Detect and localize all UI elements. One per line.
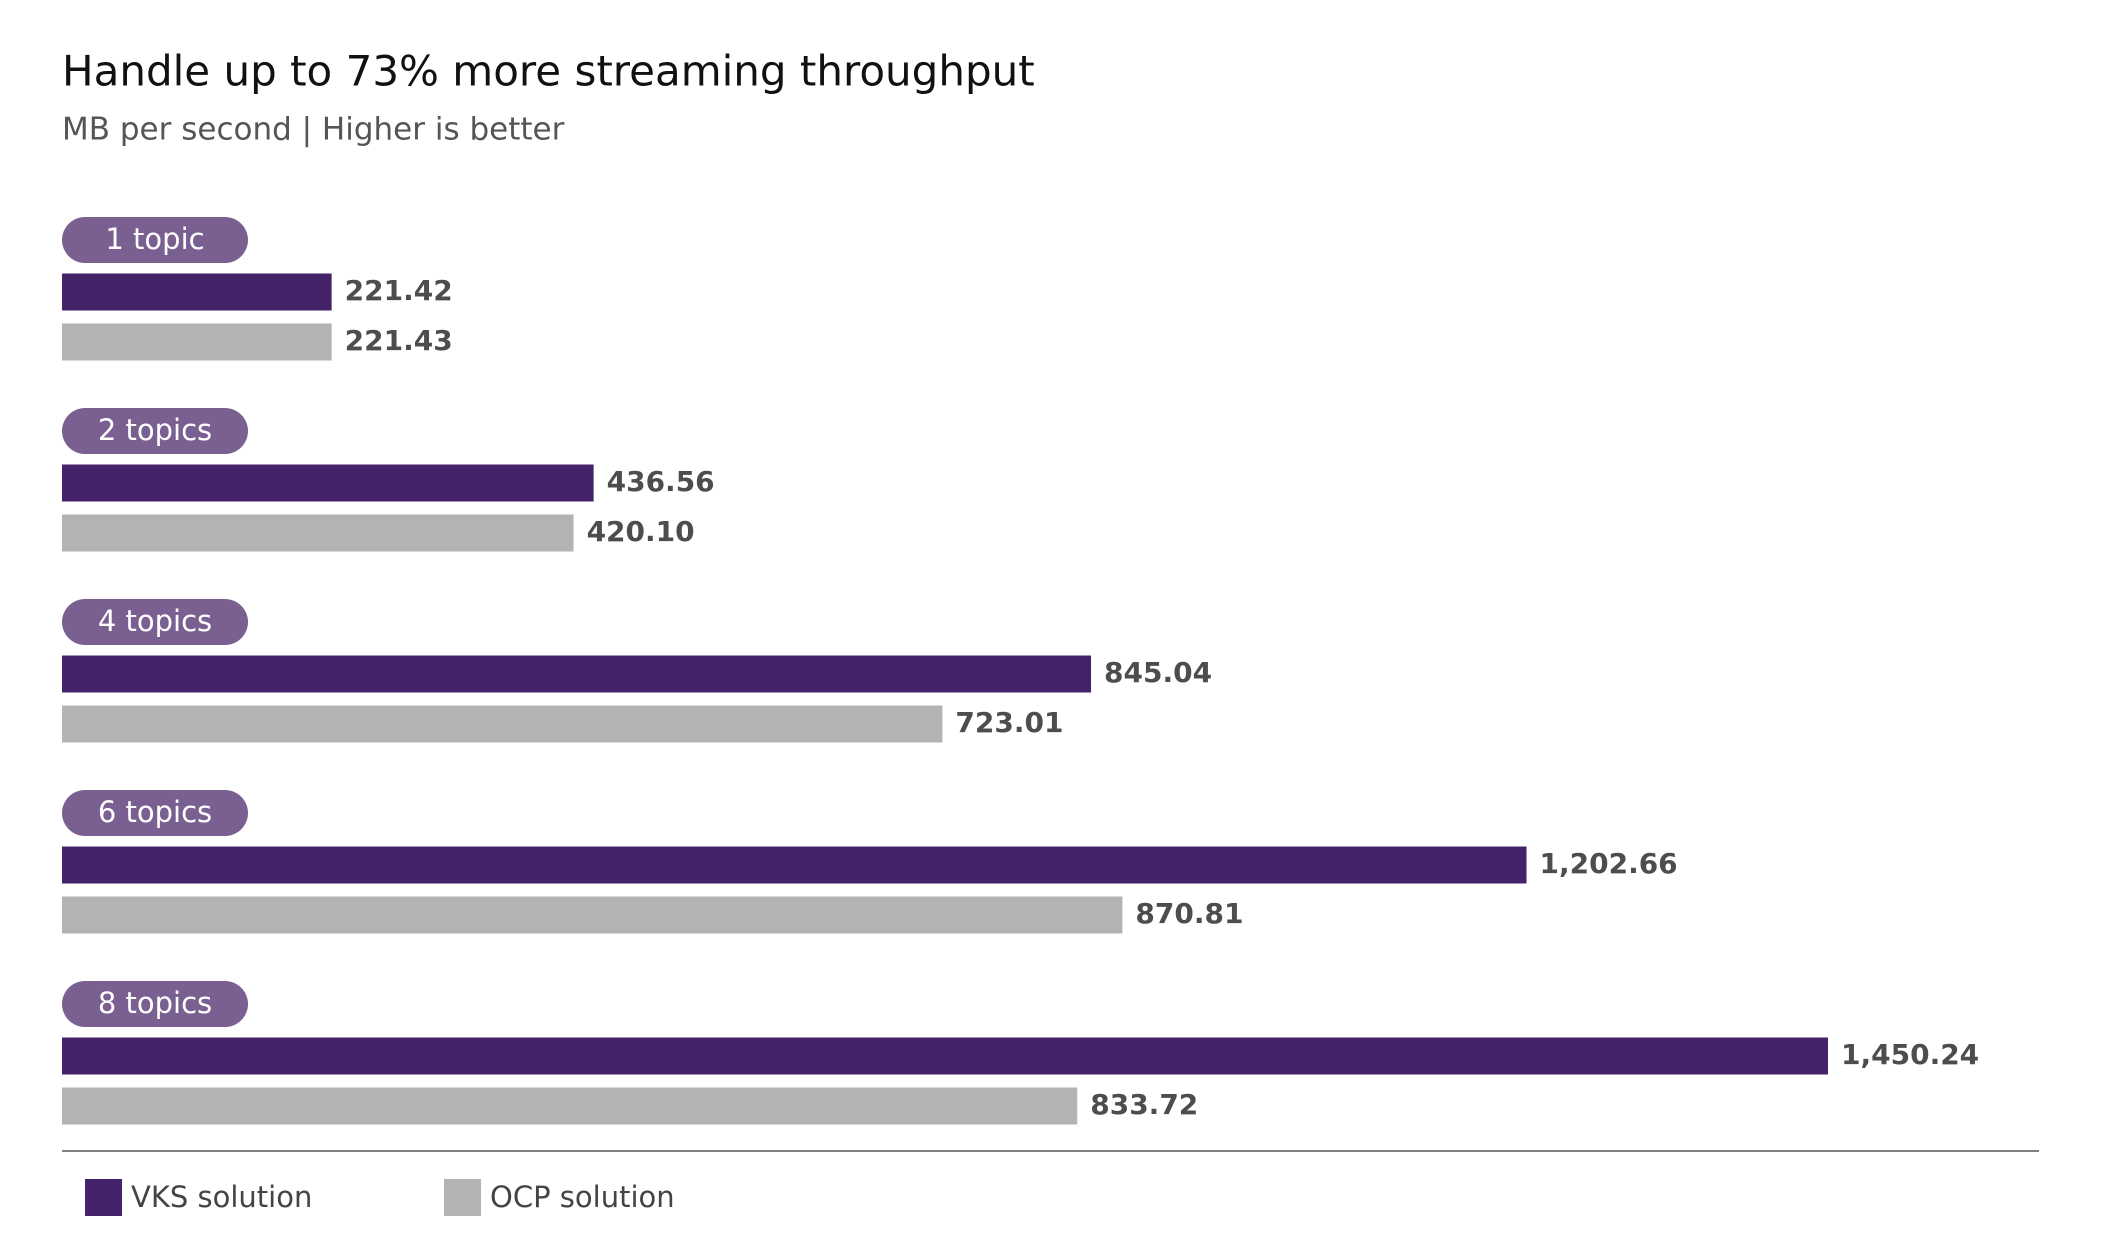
value-label: 833.72 <box>1090 1088 1198 1121</box>
legend-label: OCP solution <box>490 1180 675 1214</box>
bar <box>62 655 1092 693</box>
category-label: 1 topic <box>105 222 204 256</box>
value-label: 870.81 <box>1135 897 1243 930</box>
legend-swatch <box>444 1179 481 1216</box>
category-pill <box>62 790 248 836</box>
value-label: 1,450.24 <box>1841 1038 1979 1071</box>
chart-subtitle: MB per second | Higher is better <box>62 112 565 148</box>
bar <box>62 323 332 361</box>
value-label: 845.04 <box>1104 656 1212 689</box>
category-pill <box>62 599 248 645</box>
bar <box>62 514 574 552</box>
category-label: 4 topics <box>98 604 212 638</box>
category-pill <box>62 217 248 263</box>
category-pill <box>62 981 248 1027</box>
value-label: 723.01 <box>955 706 1063 739</box>
category-label: 6 topics <box>98 795 212 829</box>
category-pill <box>62 408 248 454</box>
bar <box>62 1037 1828 1075</box>
category-label: 8 topics <box>98 986 212 1020</box>
bar <box>62 464 594 502</box>
value-label: 1,202.66 <box>1540 847 1678 880</box>
value-label: 221.42 <box>345 274 453 307</box>
value-label: 420.10 <box>587 515 695 548</box>
legend-swatch <box>85 1179 122 1216</box>
legend-label: VKS solution <box>131 1180 312 1214</box>
bar <box>62 273 332 311</box>
category-label: 2 topics <box>98 413 212 447</box>
chart-title: Handle up to 73% more streaming throughp… <box>62 47 1035 96</box>
value-label: 221.43 <box>345 324 453 357</box>
bar <box>62 705 943 743</box>
bar <box>62 846 1527 884</box>
value-label: 436.56 <box>607 465 715 498</box>
bar <box>62 1087 1078 1125</box>
bar <box>62 896 1123 934</box>
